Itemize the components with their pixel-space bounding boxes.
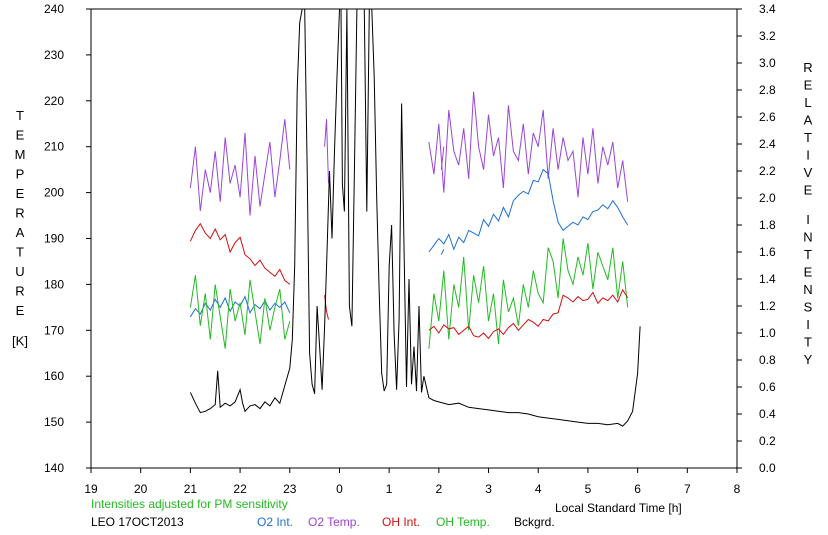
right-tick-label: 0.0: [759, 461, 776, 475]
right-tick-label: 3.4: [759, 2, 776, 16]
right-axis-letter: N: [803, 230, 812, 245]
right-tick-label: 2.2: [759, 164, 776, 178]
right-tick-label: 0.8: [759, 353, 776, 367]
right-tick-label: 0.2: [759, 434, 776, 448]
left-axis-letter: T: [16, 245, 24, 260]
right-axis-letter: I: [806, 148, 810, 163]
right-axis-letter: E: [804, 183, 813, 198]
series-bckgrd: [189, 8, 641, 427]
left-tick-label: 150: [44, 415, 64, 429]
left-axis-letter: P: [16, 167, 25, 182]
x-tick-label: 1: [386, 482, 393, 496]
right-tick-label: 1.6: [759, 245, 776, 259]
x-tick-label: 20: [134, 482, 148, 496]
right-axis-letter: T: [804, 247, 812, 262]
series-o2-temp: [428, 91, 629, 202]
right-tick-label: 1.8: [759, 218, 776, 232]
left-tick-label: 220: [44, 94, 64, 108]
x-tick-label: 3: [485, 482, 492, 496]
x-tick-label: 2: [436, 482, 443, 496]
right-axis-letter: S: [804, 300, 813, 315]
legend-item: OH Temp.: [436, 515, 490, 529]
x-tick-label: 4: [535, 482, 542, 496]
left-axis-letter: E: [16, 128, 25, 143]
left-axis-letter: [K]: [12, 334, 28, 349]
plot-frame: [90, 8, 738, 469]
right-axis-ticks: 0.0 0.2 0.4 0.6 0.8 1.0 1.2 1.4 1.6 1.8 2.0 2.2 2.4 2…: [737, 2, 776, 475]
x-axis-ticks: 19 20 21 22 23 0 1 2 3 4 5 6 7 8: [84, 468, 741, 496]
right-tick-label: 1.0: [759, 326, 776, 340]
left-tick-label: 190: [44, 232, 64, 246]
legend-item: O2 Int.: [257, 515, 293, 529]
x-tick-label: 19: [84, 482, 98, 496]
x-tick-label: 8: [734, 482, 741, 496]
series-o2-temp: [189, 119, 291, 216]
x-tick-label: 21: [184, 482, 198, 496]
x-tick-label: 7: [684, 482, 691, 496]
series-oh-int: [189, 222, 291, 285]
right-tick-label: 1.2: [759, 299, 776, 313]
left-axis-letter: E: [16, 186, 25, 201]
x-tick-label: 6: [634, 482, 641, 496]
left-axis-letter: R: [15, 206, 24, 221]
right-tick-label: 2.8: [759, 83, 776, 97]
series-oh-int: [428, 288, 629, 340]
right-axis-letter: N: [803, 282, 812, 297]
right-tick-label: 2.4: [759, 137, 776, 151]
right-tick-label: 2.0: [759, 191, 776, 205]
right-axis-letter: R: [803, 60, 812, 75]
right-axis-letter: E: [804, 265, 813, 280]
left-tick-label: 180: [44, 277, 64, 291]
right-axis-letter: I: [806, 317, 810, 332]
left-axis-letter: E: [16, 303, 25, 318]
x-tick-label: 22: [233, 482, 247, 496]
right-tick-label: 3.2: [759, 29, 776, 43]
left-axis-letter: U: [15, 264, 24, 279]
right-axis-letter: V: [804, 165, 813, 180]
left-tick-label: 160: [44, 369, 64, 383]
right-tick-label: 0.6: [759, 380, 776, 394]
legend-item: OH Int.: [382, 515, 420, 529]
left-axis-letter: T: [16, 108, 24, 123]
left-tick-label: 170: [44, 323, 64, 337]
left-tick-label: 140: [44, 461, 64, 475]
series-o2-temp: [324, 119, 329, 184]
right-axis-letter: A: [804, 113, 813, 128]
left-axis-letter: A: [16, 225, 25, 240]
legend-item: O2 Temp.: [308, 515, 360, 529]
x-tick-label: 23: [283, 482, 297, 496]
sensitivity-note: Intensities adjusted for PM sensitivity: [91, 497, 288, 511]
legend-item: Bckgrd.: [514, 515, 555, 529]
series-o2-int: [428, 168, 629, 253]
series-layer: [189, 8, 641, 427]
left-axis-letter: R: [15, 284, 24, 299]
left-tick-label: 200: [44, 186, 64, 200]
series-oh-temp: [428, 238, 629, 349]
site-date-label: LEO 17OCT2013: [91, 515, 184, 529]
right-axis-letter: I: [806, 212, 810, 227]
left-tick-label: 240: [44, 2, 64, 16]
x-axis-label: Local Standard Time [h]: [555, 501, 682, 515]
x-tick-label: 0: [336, 482, 343, 496]
series-oh-temp: [189, 275, 291, 349]
right-tick-label: 0.4: [759, 407, 776, 421]
right-axis-letter: E: [804, 78, 813, 93]
left-tick-label: 230: [44, 48, 64, 62]
right-axis-letter: Y: [804, 352, 813, 367]
right-tick-label: 1.4: [759, 272, 776, 286]
left-tick-label: 210: [44, 140, 64, 154]
left-axis-letter: M: [15, 147, 26, 162]
right-axis-letter: T: [804, 335, 812, 350]
right-axis-letter: L: [804, 95, 811, 110]
left-axis-ticks: 140 150 160 170 180 190 200 210 220 230 240: [44, 2, 91, 475]
x-tick-label: 5: [585, 482, 592, 496]
right-axis-letter: T: [804, 130, 812, 145]
right-tick-label: 2.6: [759, 110, 776, 124]
legend: O2 Int. O2 Temp. OH Int. OH Temp. Bckgrd.: [257, 515, 555, 529]
right-tick-label: 3.0: [759, 56, 776, 70]
series-o2-int: [440, 249, 445, 255]
